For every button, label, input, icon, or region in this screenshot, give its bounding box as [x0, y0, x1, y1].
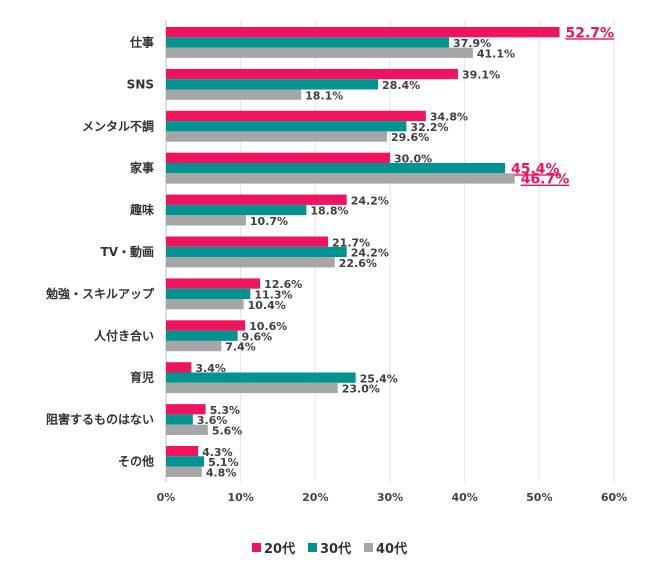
category-label: TV・動画 [101, 244, 154, 259]
bar-30代 [166, 288, 251, 299]
bar-40代 [166, 89, 302, 100]
category-label: 阻害するものはない [46, 412, 154, 427]
bar-30代 [166, 330, 238, 341]
data-label: 5.6% [212, 425, 243, 438]
data-label: 45.4% [511, 161, 560, 177]
category-label: 趣味 [129, 202, 154, 217]
data-label: 4.3% [202, 446, 233, 459]
x-tick-label: 10% [227, 491, 253, 504]
bar-20代 [166, 404, 206, 415]
data-label: 25.4% [360, 372, 398, 385]
bar-30代 [166, 204, 307, 216]
data-label: 28.4% [382, 79, 420, 92]
bar-30代 [166, 37, 449, 48]
bar-40代 [166, 382, 338, 394]
bar-20代 [166, 27, 560, 38]
x-tick-label: 30% [377, 491, 403, 504]
x-tick-label: 40% [451, 491, 477, 504]
data-label: 30.0% [394, 153, 432, 166]
bar-40代 [166, 340, 222, 352]
data-label: 22.6% [339, 257, 377, 270]
data-label: 10.7% [250, 215, 288, 228]
bar-40代 [166, 299, 244, 310]
data-label: 46.7% [521, 172, 570, 188]
data-label: 29.6% [391, 131, 429, 144]
bar-20代 [166, 152, 390, 163]
data-label: 3.6% [197, 414, 228, 427]
data-label: 10.6% [249, 320, 287, 333]
x-tick-label: 20% [302, 491, 328, 504]
bar-40代 [166, 47, 473, 58]
bar-40代 [166, 215, 246, 226]
bar-30代 [166, 414, 193, 425]
legend-swatch-40代 [364, 543, 373, 552]
data-label: 5.1% [208, 456, 239, 469]
data-label: 7.4% [225, 341, 256, 354]
bar-20代 [166, 236, 329, 247]
category-label: 家事 [130, 160, 154, 175]
x-tick-label: 0% [157, 491, 176, 504]
bar-30代 [166, 163, 505, 174]
legend-swatch-20代 [252, 543, 261, 552]
bar-40代 [166, 173, 515, 184]
category-label: 仕事 [129, 34, 154, 49]
x-tick-label: 50% [526, 491, 552, 504]
category-label: メンタル不調 [82, 118, 154, 133]
data-label: 11.3% [254, 289, 292, 302]
data-label: 12.6% [264, 278, 302, 291]
data-label: 3.4% [195, 362, 226, 375]
data-label: 9.6% [242, 330, 273, 343]
bar-20代 [166, 68, 458, 80]
data-label: 39.1% [462, 69, 500, 82]
bar-20代 [166, 446, 199, 457]
bar-20代 [166, 278, 261, 289]
data-label: 41.1% [477, 47, 515, 60]
data-label: 23.0% [342, 383, 380, 396]
data-label: 52.7% [565, 25, 614, 41]
data-label: 32.2% [410, 121, 448, 134]
bar-40代 [166, 466, 202, 477]
category-label: その他 [118, 453, 154, 468]
bar-20代 [166, 110, 426, 122]
category-label: SNS [127, 77, 154, 91]
data-label: 18.1% [305, 89, 343, 102]
data-label: 24.2% [351, 247, 389, 260]
legend-swatch-30代 [308, 543, 317, 552]
legend-label: 20代 [264, 541, 295, 557]
data-label: 18.8% [310, 205, 348, 218]
bar-30代 [166, 121, 407, 132]
category-label: 育児 [130, 370, 154, 385]
data-label: 4.8% [206, 466, 237, 479]
data-label: 34.8% [430, 111, 468, 124]
bar-30代 [166, 79, 379, 90]
data-label: 37.9% [453, 37, 491, 50]
data-label: 5.3% [210, 404, 241, 417]
bar-30代 [166, 372, 356, 383]
legend-label: 40代 [376, 541, 407, 557]
x-tick-label: 60% [601, 491, 627, 504]
bar-20代 [166, 194, 347, 205]
bar-30代 [166, 246, 347, 258]
category-label: 人付き合い [94, 328, 154, 343]
legend-label: 30代 [320, 541, 351, 557]
bar-30代 [166, 456, 205, 467]
bar-40代 [166, 131, 388, 142]
category-label: 勉強・スキルアップ [45, 286, 155, 301]
bar-20代 [166, 362, 192, 373]
bar-40代 [166, 424, 208, 435]
bar-20代 [166, 320, 246, 331]
bar-40代 [166, 257, 335, 268]
data-label: 24.2% [351, 194, 389, 207]
data-label: 21.7% [332, 236, 370, 249]
data-label: 10.4% [248, 299, 286, 312]
